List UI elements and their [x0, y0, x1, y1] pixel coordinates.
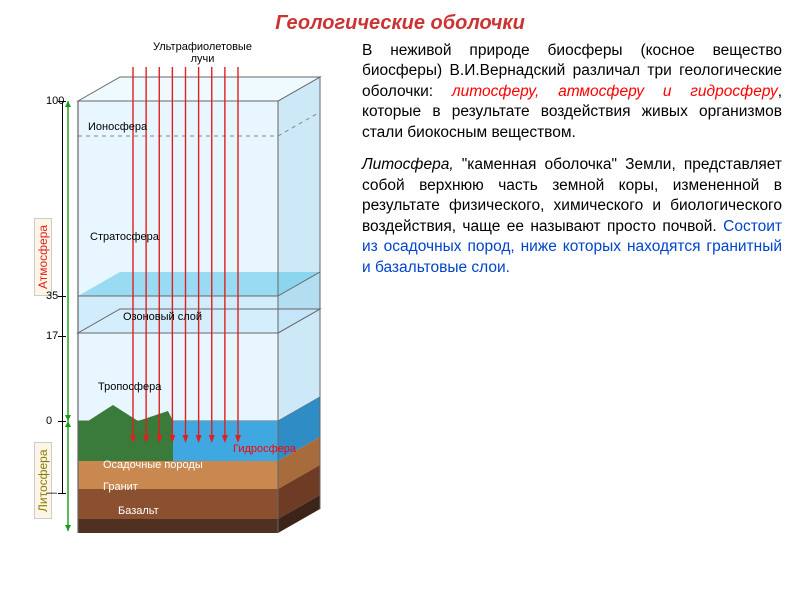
earth-shells-diagram: Ультрафиолетовыелучи Атмосфера Литосфера…: [18, 41, 348, 551]
layer-label-Гидросфера: Гидросфера: [233, 443, 296, 455]
diagram-svg: [18, 41, 348, 551]
paragraph-2: Литосфера, "каменная оболочка" Земли, пр…: [362, 155, 782, 278]
layer-label-Озоновый слой: Озоновый слой: [123, 311, 202, 323]
layer-label-Гранит: Гранит: [103, 481, 138, 493]
page-title: Геологические оболочки: [18, 12, 782, 35]
layer-label-Базальт: Базальт: [118, 505, 159, 517]
diagram-column: Ультрафиолетовыелучи Атмосфера Литосфера…: [18, 41, 348, 551]
y-tick: 0: [46, 415, 52, 427]
y-tick: 17: [46, 330, 58, 342]
y-tick: 35: [46, 290, 58, 302]
content-row: Ультрафиолетовыелучи Атмосфера Литосфера…: [18, 41, 782, 551]
layer-label-Осадочные породы: Осадочные породы: [103, 459, 203, 471]
text-column: В неживой природе биосферы (косное вещес…: [362, 41, 782, 551]
layer-label-Стратосфера: Стратосфера: [90, 231, 159, 243]
p2-lithosphere-term: Литосфера,: [362, 156, 454, 173]
y-tick: —: [46, 487, 57, 499]
paragraph-1: В неживой природе биосферы (косное вещес…: [362, 41, 782, 143]
p1-red-span: литосферу, атмосферу и гидросферу: [452, 83, 778, 100]
layer-label-Тропосфера: Тропосфера: [98, 381, 161, 393]
layer-label-Ионосфера: Ионосфера: [88, 121, 147, 133]
